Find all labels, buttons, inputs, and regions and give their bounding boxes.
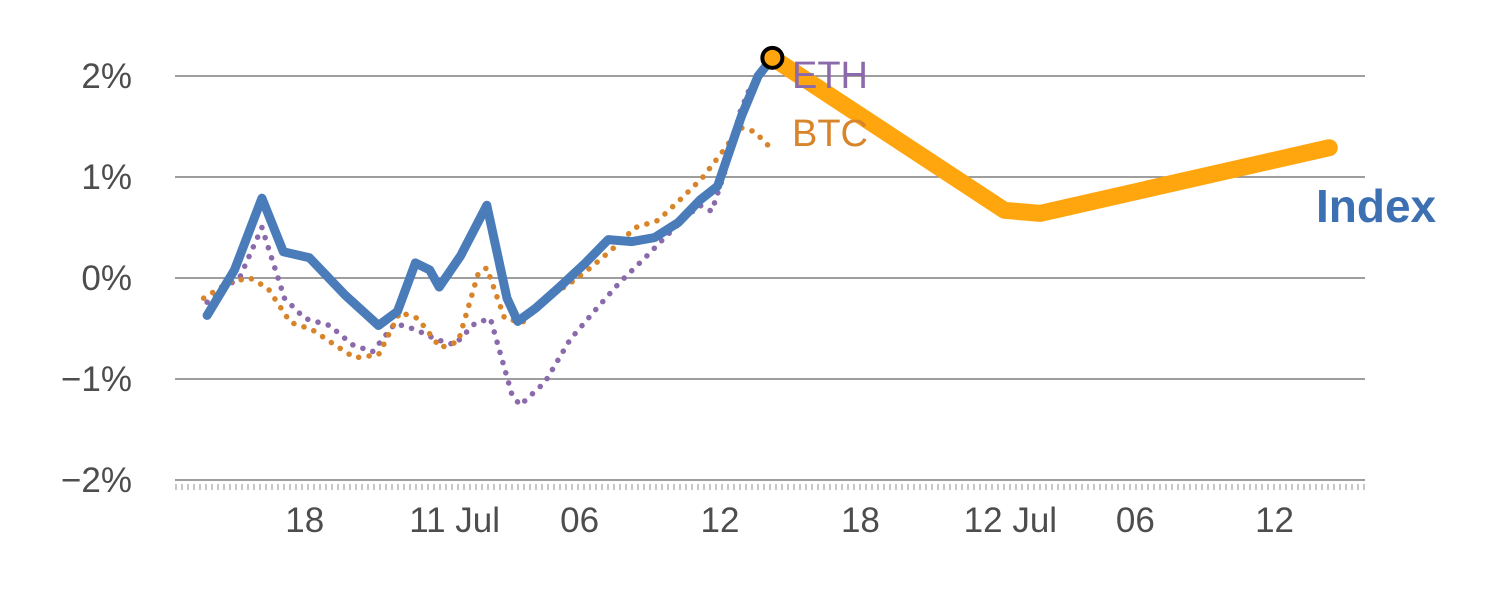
y-tick-label: −1%	[61, 360, 132, 399]
x-tick-label: 12 Jul	[964, 501, 1057, 540]
series-labels-group: ETH BTC Index	[792, 55, 1437, 232]
y-tick-label: 2%	[81, 57, 132, 96]
btc-label: BTC	[792, 113, 868, 155]
x-tick-label: 11 Jul	[409, 501, 500, 540]
series-lines-group	[200, 49, 1338, 409]
y-tick-label: −2%	[61, 461, 132, 500]
y-tick-label: 0%	[81, 259, 132, 298]
x-tick-label: 12	[701, 501, 740, 540]
peak-marker-group	[760, 45, 785, 70]
x-axis-group	[175, 484, 1365, 490]
x-tick-label: 06	[1116, 501, 1155, 540]
x-tick-label: 06	[560, 501, 599, 540]
x-tick-label: 18	[285, 501, 324, 540]
peak-marker	[760, 45, 785, 70]
index-label: Index	[1316, 180, 1437, 232]
y-tick-label: 1%	[81, 158, 132, 197]
series-line-index	[202, 53, 777, 330]
x-tick-label: 12	[1255, 501, 1294, 540]
series-line-index-forecast	[763, 49, 1338, 222]
series-line-eth	[204, 85, 753, 409]
eth-label: ETH	[792, 55, 868, 97]
tick-labels-group: 2% 1% 0% −1% −2% 18 11 Jul 06 12 18 12 Jul 06 12	[61, 57, 1294, 540]
series-line-btc	[200, 124, 776, 361]
x-tick-label: 18	[841, 501, 880, 540]
gridlines-group	[175, 75, 1365, 481]
